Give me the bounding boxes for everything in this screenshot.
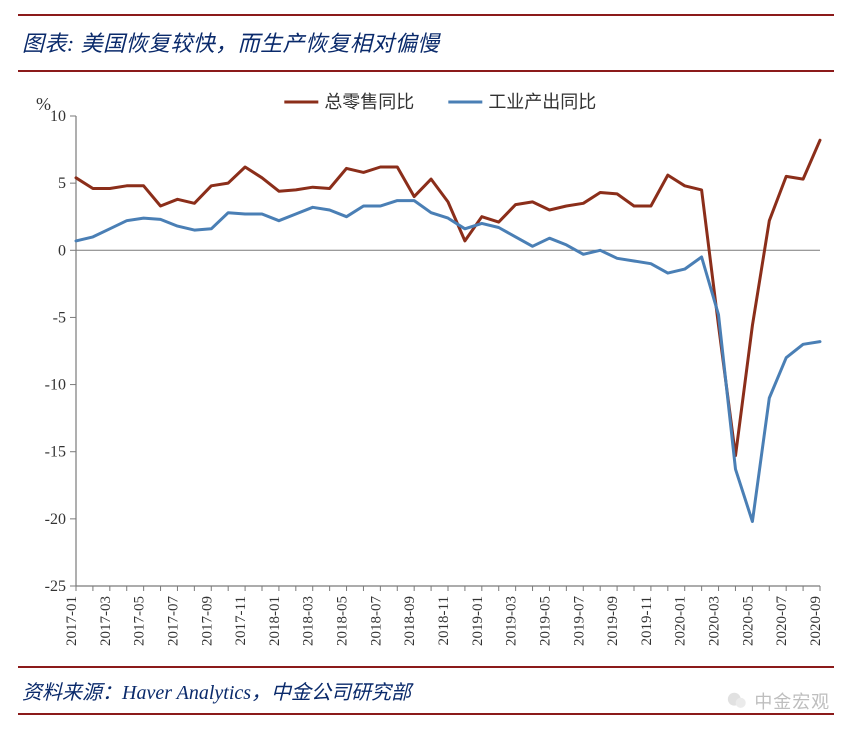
svg-text:2017-07: 2017-07 <box>165 596 181 646</box>
svg-text:5: 5 <box>58 175 66 192</box>
svg-text:2017-05: 2017-05 <box>132 596 148 646</box>
title-block: 图表: 美国恢复较快，而生产恢复相对偏慢 <box>18 14 834 72</box>
svg-text:2017-09: 2017-09 <box>199 596 215 646</box>
svg-text:-10: -10 <box>45 377 66 394</box>
svg-text:-15: -15 <box>45 444 66 461</box>
chart-figure: 图表: 美国恢复较快，而生产恢复相对偏慢 % -25 -20 -15 -10 -5 0 5 1… <box>0 0 852 734</box>
line-chart-svg: -25 -20 -15 -10 -5 0 5 10 2017-01 2017-03 2017-05 2… <box>18 80 834 658</box>
svg-text:2020-07: 2020-07 <box>774 596 790 646</box>
chart-title: 图表: 美国恢复较快，而生产恢复相对偏慢 <box>22 26 830 58</box>
y-axis-unit: % <box>36 94 51 115</box>
source-block: 资料来源：Haver Analytics，中金公司研究部 <box>18 666 834 715</box>
svg-text:2018-07: 2018-07 <box>368 596 384 646</box>
svg-text:0: 0 <box>58 242 66 259</box>
svg-text:2019-05: 2019-05 <box>537 596 553 646</box>
svg-text:2017-01: 2017-01 <box>64 596 80 646</box>
svg-text:2018-09: 2018-09 <box>402 596 418 646</box>
svg-text:2018-11: 2018-11 <box>436 596 452 645</box>
svg-text:2017-11: 2017-11 <box>233 596 249 645</box>
wechat-icon <box>726 690 748 712</box>
svg-text:-25: -25 <box>45 578 66 595</box>
svg-text:2019-09: 2019-09 <box>605 596 621 646</box>
watermark: 中金宏观 <box>726 688 830 714</box>
svg-text:2019-07: 2019-07 <box>571 596 587 646</box>
svg-text:2019-11: 2019-11 <box>639 596 655 645</box>
svg-text:总零售同比: 总零售同比 <box>324 92 414 112</box>
svg-text:2020-03: 2020-03 <box>707 596 723 646</box>
svg-text:10: 10 <box>50 108 66 125</box>
svg-text:2020-01: 2020-01 <box>673 596 689 646</box>
svg-text:2019-01: 2019-01 <box>470 596 486 646</box>
watermark-text: 中金宏观 <box>754 688 830 714</box>
chart-area: % -25 -20 -15 -10 -5 0 5 10 2017-01 2017-03 2017-0… <box>18 80 834 660</box>
svg-text:2018-01: 2018-01 <box>267 596 283 646</box>
source-text: 资料来源：Haver Analytics，中金公司研究部 <box>22 676 830 705</box>
svg-text:2020-05: 2020-05 <box>740 596 756 646</box>
svg-text:工业产出同比: 工业产出同比 <box>488 92 596 112</box>
svg-text:2018-05: 2018-05 <box>335 596 351 646</box>
svg-text:2018-03: 2018-03 <box>301 596 317 646</box>
svg-text:2019-03: 2019-03 <box>504 596 520 646</box>
svg-text:2017-03: 2017-03 <box>98 596 114 646</box>
svg-text:-5: -5 <box>53 309 66 326</box>
svg-text:-20: -20 <box>45 511 66 528</box>
svg-text:2020-09: 2020-09 <box>808 596 824 646</box>
